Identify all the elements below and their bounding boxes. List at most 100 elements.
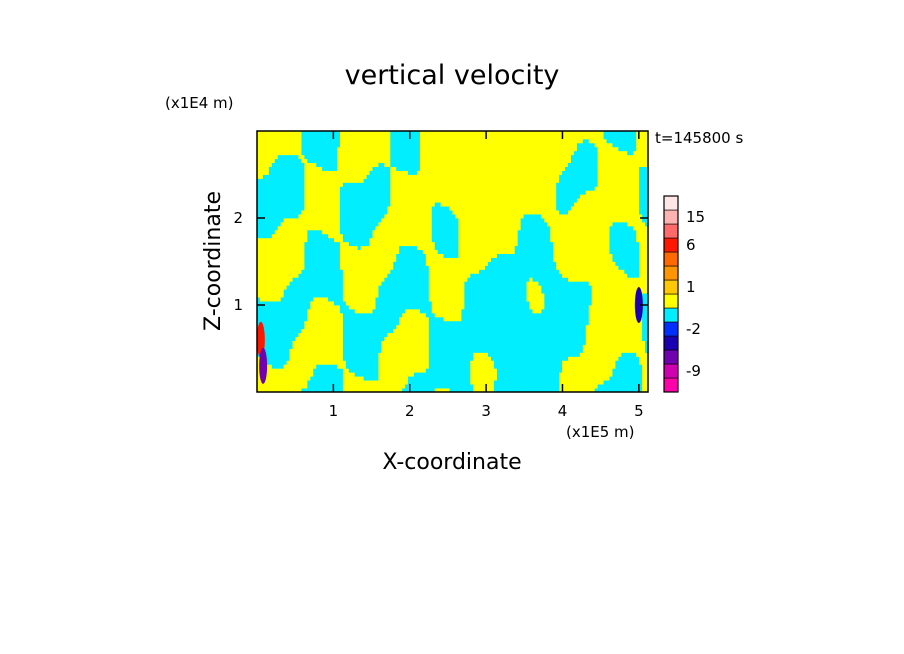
field-cell: [645, 249, 648, 254]
field-cell: [496, 301, 501, 306]
field-cell: [458, 285, 462, 290]
field-cell: [594, 368, 599, 373]
field-cell: [624, 368, 628, 373]
field-cell: [612, 376, 616, 381]
field-cell: [485, 269, 489, 274]
field-cell: [446, 356, 450, 361]
field-cell: [562, 277, 566, 282]
field-cell: [289, 316, 293, 322]
field-cell: [639, 372, 643, 377]
field-cell: [606, 328, 610, 334]
field-cell: [316, 289, 320, 294]
field-cell: [387, 388, 391, 392]
field-cell: [313, 368, 317, 373]
field-cell: [479, 293, 483, 298]
field-cell: [514, 364, 519, 369]
field-cell: [345, 344, 350, 349]
field-cell: [502, 257, 507, 262]
field-cell: [491, 297, 495, 302]
field-cell: [354, 324, 359, 330]
field-cell: [390, 336, 394, 341]
field-cell: [419, 301, 424, 306]
field-cell: [277, 356, 282, 361]
field-cell: [331, 305, 335, 310]
field-cell: [443, 265, 447, 270]
field-cell: [461, 269, 465, 274]
field-cell: [491, 316, 495, 322]
field-cell: [319, 253, 323, 258]
field-cell: [642, 301, 646, 306]
field-cell: [544, 372, 548, 377]
field-cell: [413, 301, 418, 306]
field-cell: [529, 265, 533, 270]
field-cell: [405, 328, 409, 334]
field-cell: [372, 384, 376, 389]
field-cell: [505, 273, 510, 278]
field-cell: [488, 364, 492, 369]
field-cell: [277, 348, 282, 353]
field-cell: [517, 320, 522, 326]
field-cell: [331, 253, 335, 258]
field-cell: [526, 380, 530, 385]
field-cell: [274, 388, 279, 392]
field-cell: [520, 372, 524, 377]
field-cell: [565, 368, 569, 373]
field-cell: [588, 332, 593, 338]
field-cell: [357, 297, 362, 302]
field-cell: [618, 316, 622, 322]
field-cell: [606, 293, 610, 298]
field-cell: [491, 368, 495, 373]
field-cell: [553, 352, 557, 357]
field-cell: [319, 388, 323, 392]
field-cell: [328, 297, 332, 302]
field-cell: [473, 269, 477, 274]
field-cell: [464, 301, 468, 306]
field-cell: [467, 348, 471, 353]
field-cell: [319, 297, 323, 302]
field-cell: [517, 368, 522, 373]
field-cell: [588, 297, 593, 302]
field-cell: [529, 352, 533, 357]
field-cell: [597, 364, 601, 369]
field-cell: [496, 352, 501, 357]
field-cell: [295, 265, 299, 270]
field-cell: [491, 245, 495, 251]
field-cell: [636, 328, 640, 334]
field-cell: [496, 289, 501, 294]
field-cell: [378, 261, 382, 266]
field-cell: [493, 249, 498, 254]
field-cell: [271, 328, 276, 334]
field-cell: [645, 281, 648, 286]
field-cell: [381, 301, 385, 306]
field-cell: [597, 265, 601, 270]
field-cell: [295, 340, 299, 345]
field-cell: [597, 301, 601, 306]
field-cell: [476, 261, 480, 266]
field-cell: [458, 253, 462, 258]
field-cell: [274, 265, 279, 270]
field-cell: [562, 328, 566, 334]
field-cell: [274, 336, 279, 341]
field-cell: [615, 305, 619, 310]
field-cell: [387, 320, 391, 326]
field-cell: [274, 320, 279, 326]
field-cell: [322, 308, 326, 314]
field-cell: [354, 384, 359, 389]
field-cell: [419, 360, 424, 365]
field-cell: [396, 312, 400, 318]
field-cell: [298, 297, 302, 302]
field-cell: [348, 344, 353, 349]
field-cell: [271, 388, 276, 392]
field-cell: [351, 328, 356, 334]
field-cell: [603, 324, 607, 330]
field-cell: [292, 245, 296, 251]
field-cell: [630, 364, 634, 369]
field-cell: [378, 328, 382, 334]
field-cell: [467, 241, 471, 247]
field-cell: [579, 320, 584, 326]
field-cell: [630, 293, 634, 298]
field-cell: [354, 281, 359, 286]
field-cell: [319, 273, 323, 278]
field-cell: [476, 316, 480, 322]
field-cell: [615, 380, 619, 385]
